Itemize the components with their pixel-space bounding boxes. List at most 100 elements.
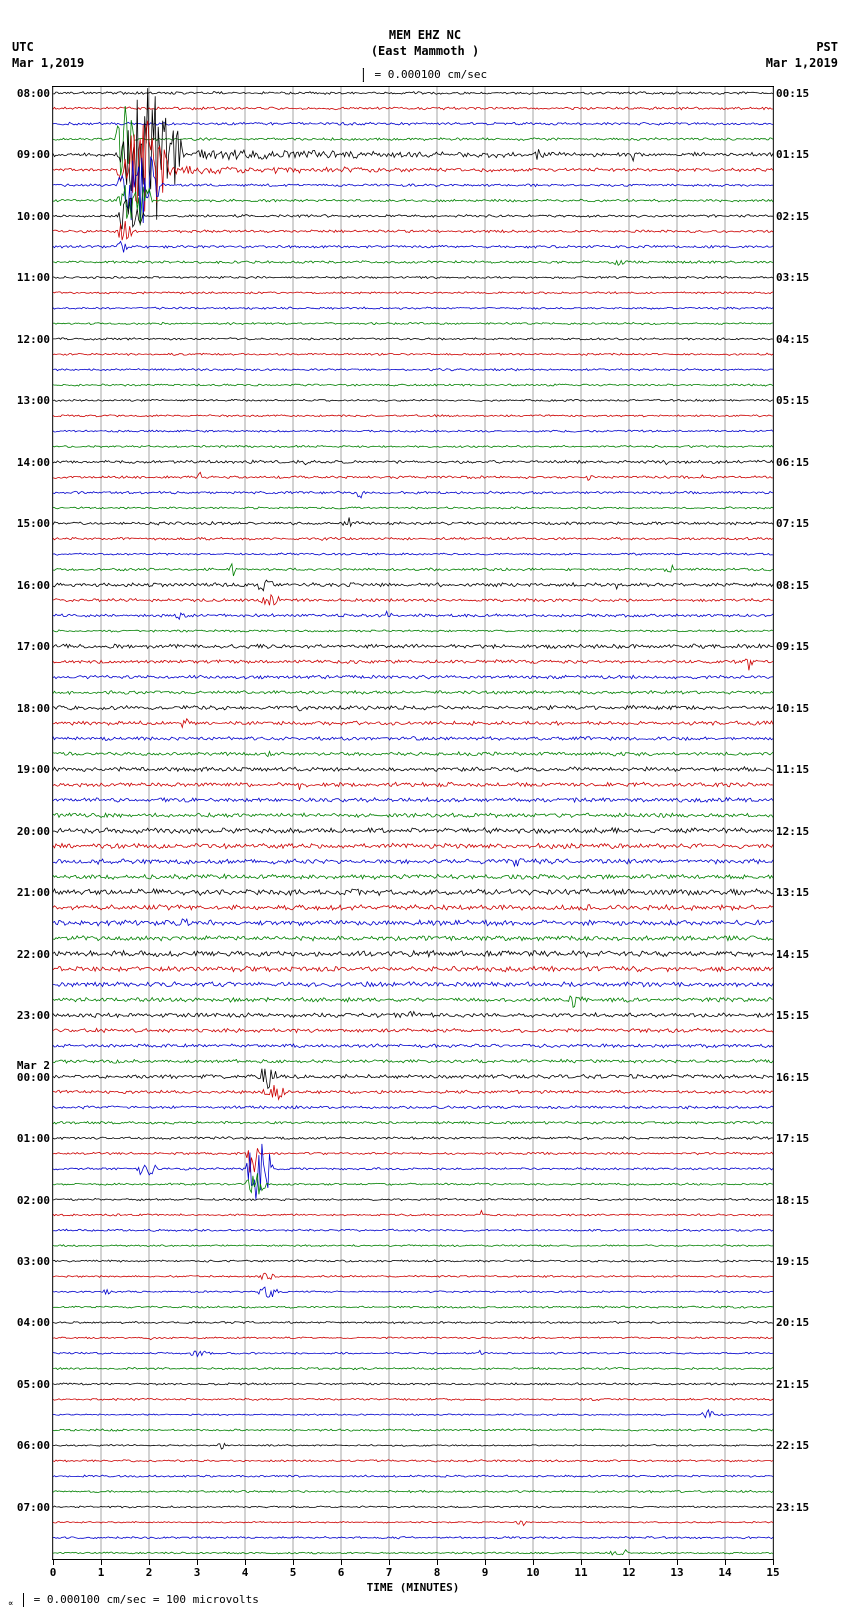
- seismic-trace: [53, 564, 773, 576]
- x-tick-label: 14: [718, 1559, 731, 1579]
- x-tick-label: 3: [194, 1559, 201, 1579]
- seismic-trace: [53, 675, 773, 679]
- seismic-trace: [53, 1211, 773, 1217]
- seismic-trace: [53, 1368, 773, 1370]
- seismic-trace: [53, 595, 773, 606]
- utc-time-label: 14:00: [17, 456, 53, 469]
- seismic-trace: [53, 798, 773, 803]
- seismic-trace: [53, 1521, 773, 1526]
- seismic-trace: [53, 767, 773, 772]
- seismic-trace: [53, 644, 773, 648]
- station-location: (East Mammoth ): [0, 44, 850, 60]
- seismic-trace: [53, 1443, 773, 1449]
- seismic-trace: [53, 828, 773, 834]
- seismic-trace: [53, 982, 773, 987]
- pst-time-label: 15:15: [773, 1009, 809, 1022]
- header-block: MEM EHZ NC (East Mammoth ): [0, 28, 850, 59]
- x-tick-label: 7: [386, 1559, 393, 1579]
- seismic-trace: [53, 1398, 773, 1400]
- seismic-trace: [53, 353, 773, 355]
- seismic-trace: [53, 1287, 773, 1297]
- scale-bar-icon: [363, 68, 364, 82]
- utc-time-label: 09:00: [17, 148, 53, 161]
- seismic-trace: [53, 1306, 773, 1308]
- pst-time-label: 18:15: [773, 1194, 809, 1207]
- utc-time-label: 17:00: [17, 640, 53, 653]
- footer-prefix: ∝: [8, 1599, 13, 1609]
- pst-time-label: 17:15: [773, 1132, 809, 1145]
- seismic-trace: [53, 691, 773, 695]
- seismic-trace: [53, 1383, 773, 1385]
- x-tick-label: 10: [526, 1559, 539, 1579]
- seismic-trace: [53, 276, 773, 278]
- seismic-trace: [53, 1337, 773, 1340]
- seismic-trace: [53, 415, 773, 417]
- utc-time-label: 13:00: [17, 394, 53, 407]
- seismic-trace: [53, 553, 773, 555]
- footer-text: = 0.000100 cm/sec = 100 microvolts: [34, 1593, 259, 1606]
- seismic-trace: [53, 1273, 773, 1279]
- seismic-trace: [53, 1028, 773, 1032]
- utc-time-label: 22:00: [17, 948, 53, 961]
- seismic-trace: [53, 705, 773, 710]
- seismic-trace: [53, 198, 773, 229]
- utc-time-label: 20:00: [17, 825, 53, 838]
- utc-time-label: 00:00: [17, 1071, 53, 1084]
- seismic-trace: [53, 859, 773, 867]
- date-marker: Mar 2: [17, 1059, 53, 1072]
- utc-time-label: 15:00: [17, 517, 53, 530]
- seismic-trace: [53, 518, 773, 527]
- seismic-trace: [53, 307, 773, 309]
- x-tick-label: 11: [574, 1559, 587, 1579]
- pst-time-label: 19:15: [773, 1255, 809, 1268]
- pst-time-label: 23:15: [773, 1501, 809, 1514]
- seismogram-plot: TIME (MINUTES) 012345678910111213141508:…: [52, 86, 774, 1560]
- x-axis-title: TIME (MINUTES): [367, 1559, 460, 1594]
- seismic-trace: [53, 185, 773, 225]
- x-tick-label: 1: [98, 1559, 105, 1579]
- seismic-trace: [53, 751, 773, 756]
- seismic-trace: [53, 1121, 773, 1124]
- pst-time-label: 10:15: [773, 702, 809, 715]
- seismic-trace: [53, 611, 773, 619]
- seismic-trace: [53, 1085, 773, 1099]
- utc-time-label: 10:00: [17, 210, 53, 223]
- seismic-trace: [53, 580, 773, 591]
- seismic-trace: [53, 107, 773, 110]
- seismic-trace: [53, 951, 773, 957]
- seismic-trace: [53, 122, 773, 125]
- seismic-trace: [53, 399, 773, 401]
- footer-bar-icon: [23, 1593, 24, 1607]
- seismic-trace: [53, 874, 773, 879]
- seismic-trace: [53, 430, 773, 432]
- seismic-trace: [53, 1429, 773, 1431]
- seismic-trace: [53, 889, 773, 896]
- seismic-trace: [53, 1550, 773, 1555]
- seismic-trace: [53, 445, 773, 447]
- pst-time-label: 01:15: [773, 148, 809, 161]
- seismic-trace: [53, 1144, 773, 1200]
- seismic-trace: [53, 813, 773, 818]
- utc-time-label: 16:00: [17, 579, 53, 592]
- pst-time-label: 05:15: [773, 394, 809, 407]
- utc-time-label: 08:00: [17, 87, 53, 100]
- seismic-trace: [53, 507, 773, 509]
- pst-time-label: 04:15: [773, 333, 809, 346]
- utc-time-label: 18:00: [17, 702, 53, 715]
- seismic-trace: [53, 1198, 773, 1200]
- seismic-trace: [53, 1069, 773, 1089]
- pst-time-label: 00:15: [773, 87, 809, 100]
- pst-time-label: 22:15: [773, 1439, 809, 1452]
- utc-time-label: 05:00: [17, 1378, 53, 1391]
- utc-time-label: 19:00: [17, 763, 53, 776]
- seismic-trace: [53, 338, 773, 340]
- pst-time-label: 20:15: [773, 1316, 809, 1329]
- seismic-trace: [53, 1012, 773, 1018]
- seismic-trace: [53, 292, 773, 294]
- x-tick-label: 4: [242, 1559, 249, 1579]
- seismic-trace: [53, 1410, 773, 1418]
- x-tick-label: 15: [766, 1559, 779, 1579]
- seismic-trace: [53, 384, 773, 386]
- footer-legend: ∝ = 0.000100 cm/sec = 100 microvolts: [8, 1593, 259, 1609]
- seismic-trace: [53, 630, 773, 632]
